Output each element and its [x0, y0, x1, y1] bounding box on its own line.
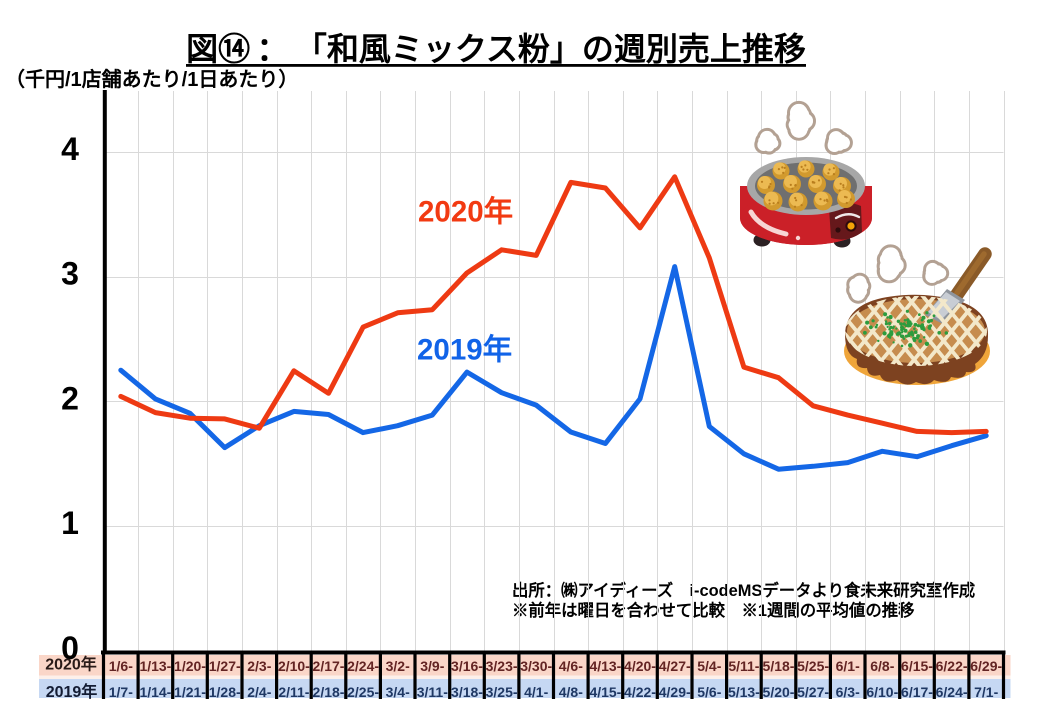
svg-text:2/17-: 2/17- [313, 658, 345, 674]
svg-text:1/14-: 1/14- [139, 684, 171, 700]
svg-text:4/27-: 4/27- [659, 658, 691, 674]
svg-text:0: 0 [61, 630, 79, 666]
svg-text:2/4-: 2/4- [247, 684, 271, 700]
svg-text:2/11-: 2/11- [278, 684, 309, 700]
svg-text:3/2-: 3/2- [386, 658, 410, 674]
svg-text:5/4-: 5/4- [697, 658, 721, 674]
svg-text:5/18-: 5/18- [763, 658, 795, 674]
svg-text:1/7-: 1/7- [109, 684, 133, 700]
svg-text:5/27-: 5/27- [797, 684, 829, 700]
svg-text:1/28-: 1/28- [209, 684, 241, 700]
svg-text:1/6-: 1/6- [109, 658, 133, 674]
svg-text:3/23-: 3/23- [486, 658, 518, 674]
svg-text:6/22-: 6/22- [936, 658, 968, 674]
svg-text:4/20-: 4/20- [624, 658, 656, 674]
svg-text:4/13-: 4/13- [589, 658, 621, 674]
svg-text:2/3-: 2/3- [247, 658, 271, 674]
svg-text:3/30-: 3/30- [520, 658, 552, 674]
svg-text:1: 1 [61, 505, 79, 541]
svg-text:4/22-: 4/22- [624, 684, 656, 700]
svg-text:5/13-: 5/13- [728, 684, 760, 700]
svg-text:2/24-: 2/24- [347, 658, 379, 674]
svg-text:2019年: 2019年 [46, 682, 98, 701]
svg-text:2020年: 2020年 [45, 655, 97, 674]
svg-text:3/18-: 3/18- [451, 684, 483, 700]
svg-text:3/4-: 3/4- [386, 684, 410, 700]
svg-text:6/15-: 6/15- [901, 658, 933, 674]
svg-text:1/20-: 1/20- [174, 658, 206, 674]
svg-text:6/17-: 6/17- [901, 684, 933, 700]
svg-text:7/1-: 7/1- [974, 684, 998, 700]
svg-text:3/9-: 3/9- [420, 658, 444, 674]
svg-text:3: 3 [61, 256, 79, 292]
svg-text:2/25-: 2/25- [347, 684, 379, 700]
svg-text:4/6-: 4/6- [559, 658, 583, 674]
svg-text:4/1-: 4/1- [524, 684, 548, 700]
svg-text:2020年: 2020年 [418, 196, 513, 229]
svg-text:3/11-: 3/11- [417, 684, 448, 700]
svg-text:6/3-: 6/3- [836, 684, 860, 700]
svg-text:2/10-: 2/10- [278, 658, 310, 674]
svg-text:6/10-: 6/10- [866, 684, 898, 700]
svg-text:2: 2 [61, 380, 79, 416]
svg-text:2/18-: 2/18- [313, 684, 345, 700]
svg-text:1/27-: 1/27- [209, 658, 241, 674]
svg-text:6/29-: 6/29- [970, 658, 1002, 674]
svg-text:6/1-: 6/1- [836, 658, 860, 674]
svg-text:6/24-: 6/24- [936, 684, 968, 700]
svg-text:5/20-: 5/20- [763, 684, 795, 700]
svg-text:1/21-: 1/21- [174, 684, 206, 700]
svg-text:1/13-: 1/13- [139, 658, 171, 674]
svg-text:4/29-: 4/29- [659, 684, 691, 700]
svg-text:5/25-: 5/25- [797, 658, 829, 674]
svg-text:3/16-: 3/16- [451, 658, 483, 674]
svg-text:5/11-: 5/11- [728, 658, 759, 674]
svg-text:3/25-: 3/25- [486, 684, 518, 700]
svg-text:6/8-: 6/8- [870, 658, 894, 674]
svg-text:2019年: 2019年 [417, 334, 512, 367]
svg-text:4/15-: 4/15- [589, 684, 621, 700]
svg-text:4/8-: 4/8- [559, 684, 583, 700]
svg-text:5/6-: 5/6- [697, 684, 721, 700]
svg-text:4: 4 [61, 131, 79, 167]
